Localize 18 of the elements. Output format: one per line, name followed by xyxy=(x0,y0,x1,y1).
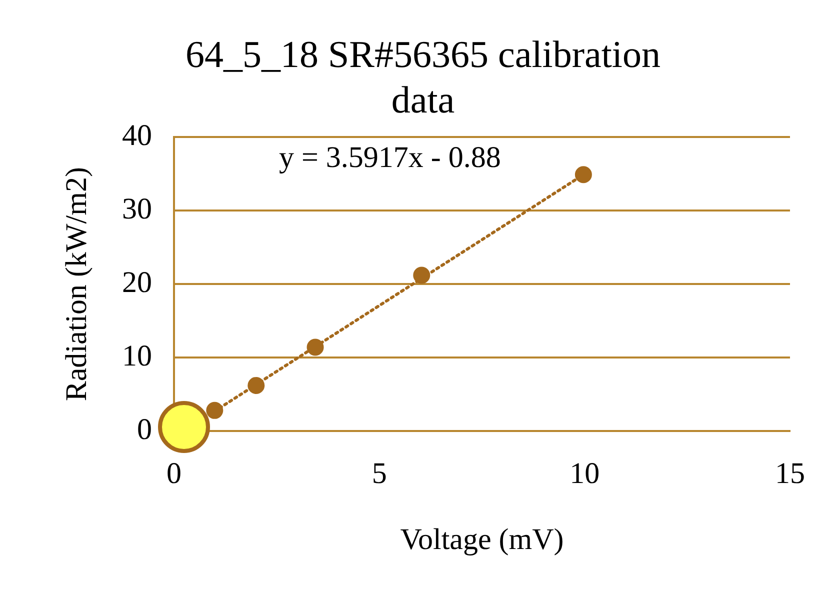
x-tick-label: 0 xyxy=(166,456,182,490)
point xyxy=(206,402,224,419)
point xyxy=(574,166,592,184)
y-axis-title: Radiation (kW/m2) xyxy=(60,167,93,402)
point xyxy=(248,376,265,394)
point xyxy=(413,266,430,284)
x-tick-label: 10 xyxy=(570,456,600,490)
y-tick-label: 10 xyxy=(122,339,152,372)
chart-title: 64_5_18 SR#56365 calibration data xyxy=(186,34,660,122)
x-axis-title: Voltage (mV) xyxy=(400,522,564,556)
y-tick-label: 0 xyxy=(137,412,152,446)
x-tick-label: 5 xyxy=(372,456,387,490)
y-tick-label: 30 xyxy=(122,192,152,226)
annotation: y = 3.5917x - 0.88 xyxy=(279,141,501,174)
y-tick-label: 20 xyxy=(122,266,152,299)
x-tick-label: 15 xyxy=(775,456,805,490)
point xyxy=(306,338,324,356)
y-tick-label: 40 xyxy=(122,119,152,152)
